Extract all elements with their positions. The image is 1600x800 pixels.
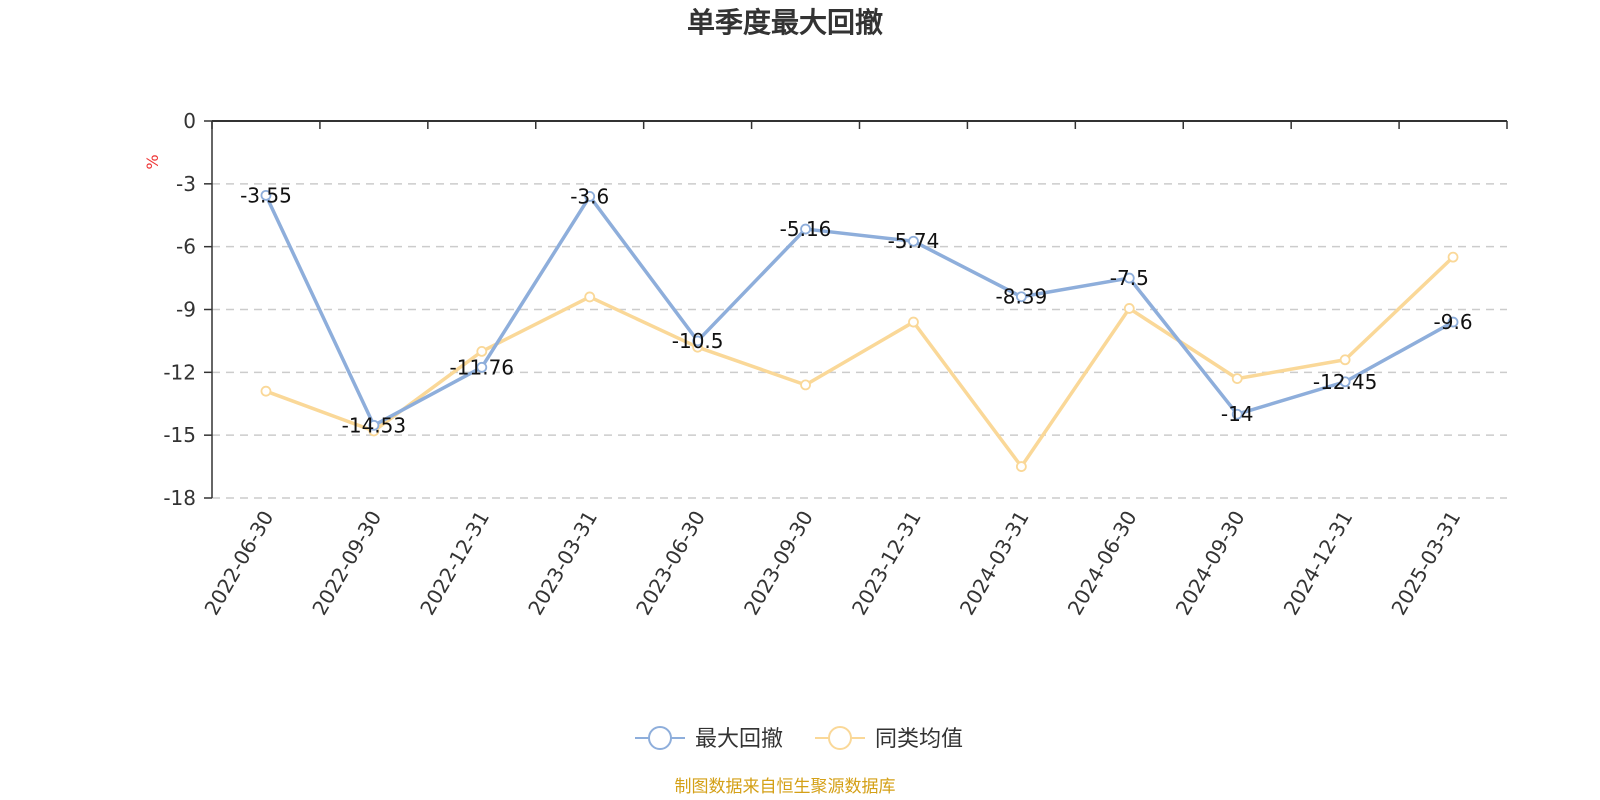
data-point (908, 316, 919, 328)
data-label: -3.55 (240, 183, 292, 207)
x-tick-label: 2024-12-31 (1279, 507, 1358, 620)
data-point (800, 379, 811, 391)
legend-item[interactable]: 同类均值 (815, 726, 963, 752)
x-tick-label: 2023-12-31 (847, 506, 926, 619)
data-point (1123, 272, 1135, 284)
series-line (264, 194, 1454, 428)
data-point (584, 291, 596, 303)
data-point (1339, 376, 1351, 388)
x-tick-label: 2023-06-30 (631, 507, 710, 620)
data-point (908, 235, 919, 247)
data-labels: -3.55 -14.53 -11.76 -3.6 -10.5 -5.16 -5.74 -8.3… (240, 183, 1472, 437)
source-note: 制图数据来自恒生聚源数据库 (675, 777, 896, 797)
data-label: -7.5 (1110, 266, 1149, 290)
y-tick-label: -15 (163, 423, 196, 447)
y-tick-label: -6 (176, 235, 196, 259)
x-tick-label: 2024-03-31 (955, 507, 1034, 620)
x-tick-label: 2024-09-30 (1171, 507, 1250, 620)
data-point (1123, 303, 1135, 314)
data-label: -5.74 (888, 229, 940, 253)
x-tick-label: 2024-06-30 (1063, 507, 1142, 620)
chart-title: 单季度最大回撤 (687, 6, 883, 39)
y-tick-label: -9 (176, 298, 196, 322)
data-point (692, 335, 704, 347)
series-lines (260, 189, 1459, 472)
data-point (1231, 373, 1243, 385)
data-point (584, 190, 596, 202)
y-tick-label: -12 (163, 360, 196, 384)
y-axis-unit: % (143, 154, 162, 169)
x-tick-label: 2023-03-31 (523, 507, 602, 620)
data-point (476, 361, 488, 373)
grid-lines (212, 183, 1507, 499)
legend[interactable]: 最大回撤 同类均值 (635, 726, 963, 752)
y-tick-label: -18 (163, 486, 196, 510)
data-point (1015, 461, 1027, 472)
data-point (1339, 354, 1351, 366)
legend-circle-icon (648, 726, 672, 750)
y-tick-label: 0 (183, 109, 196, 133)
legend-circle-icon (828, 726, 852, 750)
data-point (1447, 316, 1459, 328)
series-line (265, 255, 1455, 469)
legend-label: 最大回撤 (695, 727, 783, 752)
data-label: -11.76 (450, 355, 514, 379)
data-point (260, 189, 272, 201)
data-label: -10.5 (672, 329, 724, 353)
x-tick-label: 2023-09-30 (739, 507, 818, 620)
data-point (1231, 408, 1243, 420)
data-point (1447, 251, 1459, 263)
legend-item[interactable]: 最大回撤 (635, 726, 783, 752)
x-tick-label: 2022-06-30 (199, 507, 278, 620)
data-point (1015, 291, 1027, 303)
data-point (260, 385, 272, 397)
data-point (800, 223, 811, 235)
data-label: -9.6 (1434, 310, 1473, 334)
x-tick-label: 2025-03-31 (1386, 507, 1465, 620)
data-label: -8.39 (996, 285, 1048, 309)
data-label: -12.45 (1313, 370, 1377, 394)
x-tick-label: 2022-12-31 (415, 506, 494, 619)
y-tick-label: -3 (176, 172, 196, 196)
data-point (368, 419, 380, 431)
data-label: -3.6 (570, 184, 609, 208)
data-point (476, 345, 488, 357)
data-label: -5.16 (780, 217, 832, 241)
data-label: -14.53 (342, 413, 406, 437)
data-label: -14 (1221, 402, 1254, 426)
legend-label: 同类均值 (875, 727, 963, 752)
x-tick-label: 2022-09-30 (307, 507, 386, 620)
